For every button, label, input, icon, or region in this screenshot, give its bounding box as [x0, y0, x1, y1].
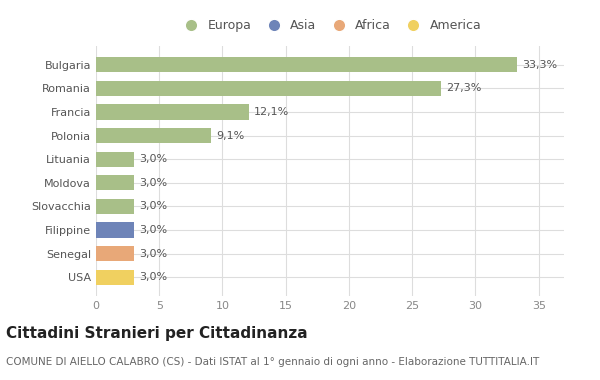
Text: 27,3%: 27,3%	[446, 83, 482, 93]
Bar	[96, 128, 211, 143]
Bar	[96, 104, 249, 120]
Text: Cittadini Stranieri per Cittadinanza: Cittadini Stranieri per Cittadinanza	[6, 326, 308, 341]
Text: 33,3%: 33,3%	[522, 60, 557, 70]
Legend: Europa, Asia, Africa, America: Europa, Asia, Africa, America	[173, 14, 487, 37]
Bar	[96, 152, 134, 167]
Bar	[96, 175, 134, 190]
Text: 3,0%: 3,0%	[139, 272, 167, 282]
Bar	[96, 222, 134, 238]
Bar	[96, 81, 442, 96]
Text: 3,0%: 3,0%	[139, 154, 167, 164]
Text: 3,0%: 3,0%	[139, 178, 167, 188]
Bar	[96, 199, 134, 214]
Text: 3,0%: 3,0%	[139, 201, 167, 211]
Bar	[96, 270, 134, 285]
Text: COMUNE DI AIELLO CALABRO (CS) - Dati ISTAT al 1° gennaio di ogni anno - Elaboraz: COMUNE DI AIELLO CALABRO (CS) - Dati IST…	[6, 357, 539, 367]
Text: 3,0%: 3,0%	[139, 225, 167, 235]
Text: 12,1%: 12,1%	[254, 107, 289, 117]
Bar	[96, 246, 134, 261]
Bar	[96, 57, 517, 72]
Text: 3,0%: 3,0%	[139, 249, 167, 259]
Text: 9,1%: 9,1%	[216, 131, 244, 141]
